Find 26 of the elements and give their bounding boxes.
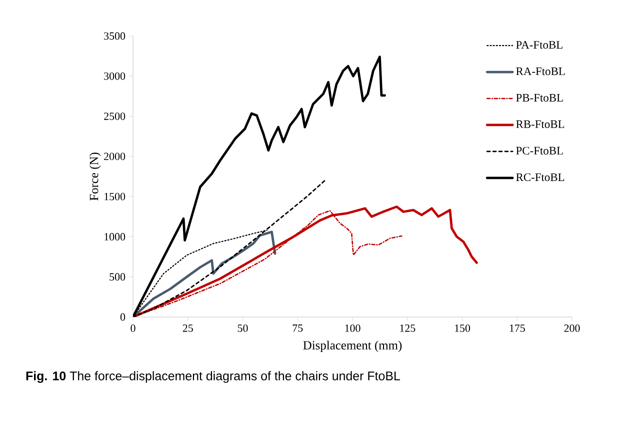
x-tick-label: 200 — [564, 324, 580, 332]
y-tick-label: 3000 — [104, 72, 126, 80]
x-tick-label: 100 — [345, 324, 360, 332]
y-tick-label: 2000 — [104, 152, 126, 160]
y-tick-label: 0 — [120, 313, 126, 321]
x-tick-label: 150 — [455, 324, 470, 332]
legend-label: PC-FtoBL — [516, 146, 563, 155]
x-axis-title: Displacement (mm) — [303, 340, 402, 352]
x-tick-label: 75 — [292, 324, 303, 332]
legend-label: PA-FtoBL — [516, 41, 562, 49]
x-tick-label: 0 — [130, 324, 136, 332]
legend-label: PB-FtoBL — [516, 94, 563, 102]
x-tick-label: 50 — [238, 324, 248, 332]
y-tick-label: 2500 — [104, 112, 126, 120]
y-tick-label: 1000 — [104, 233, 126, 240]
legend-label: RB-FtoBL — [516, 120, 564, 128]
text: Fig. 10 The force–displacement diagrams of the chairs under FtoBL — [26, 371, 400, 383]
x-tick-label: 25 — [182, 324, 193, 332]
legend-label: RA-FtoBL — [516, 67, 565, 76]
legend-label: RC-FtoBL — [516, 173, 564, 182]
x-tick-label: 125 — [400, 324, 416, 332]
y-tick-label: 1500 — [104, 192, 126, 200]
y-tick-label: 500 — [110, 273, 126, 281]
x-tick-label: 175 — [510, 324, 525, 332]
y-tick-label: 3500 — [104, 32, 126, 40]
y-axis-title: Force (N) — [89, 152, 101, 201]
